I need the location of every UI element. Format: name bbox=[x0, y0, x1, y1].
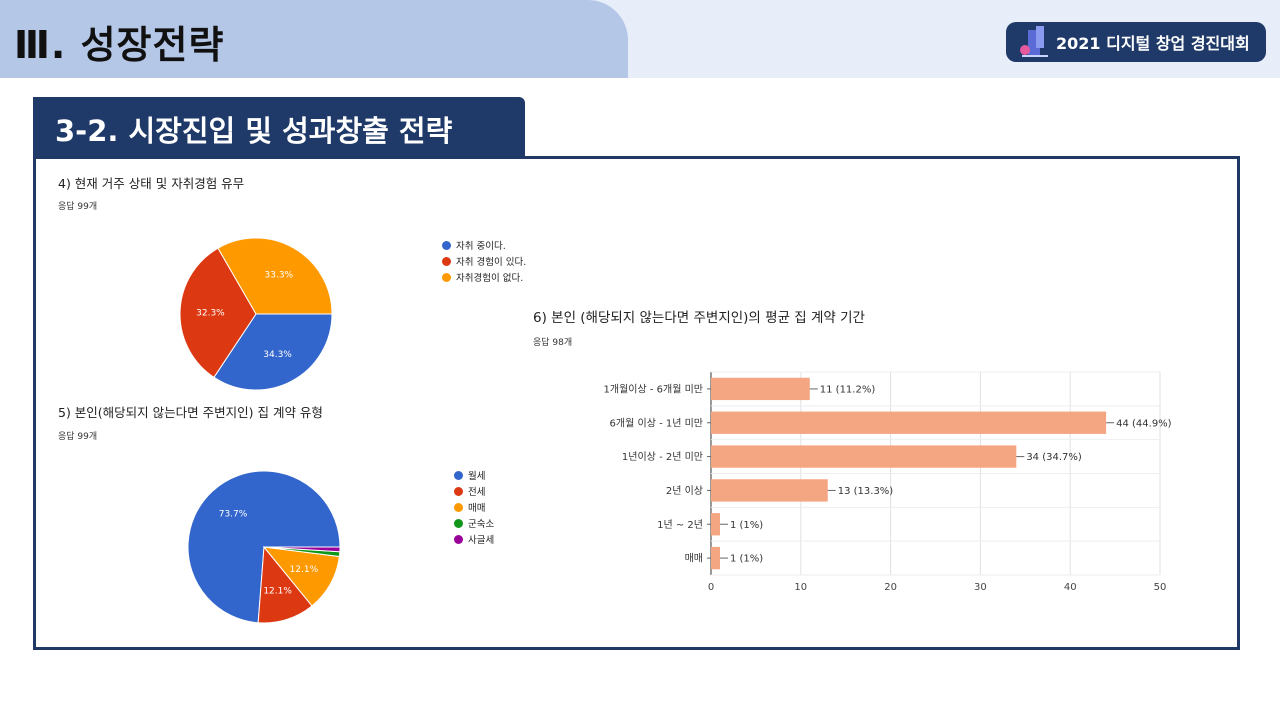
contract-type-legend-swatch-0 bbox=[454, 471, 463, 480]
contract-type-legend-swatch-1 bbox=[454, 487, 463, 496]
bar-category-label-3: 2년 이상 bbox=[666, 485, 703, 497]
bar-value-label-5: 1 (1%) bbox=[730, 554, 763, 565]
contract-type-slice-label-1: 12.1% bbox=[263, 587, 292, 597]
residence-slice-label-2: 33.3% bbox=[265, 271, 294, 281]
contract-type-legend-label-3: 군숙소 bbox=[468, 516, 494, 530]
title-tab: Ⅲ. 성장전략 bbox=[0, 0, 628, 78]
contract-type-legend-item-2: 매매 bbox=[454, 499, 494, 515]
contract-type-legend-item-3: 군숙소 bbox=[454, 515, 494, 531]
residence-legend-item-1: 자취 경험이 있다. bbox=[442, 253, 526, 269]
subtitle: 3-2. 시장진입 및 성과창출 전략 bbox=[55, 108, 452, 150]
q4-responses: 응답 99개 bbox=[58, 199, 97, 212]
bar-2 bbox=[711, 445, 1016, 467]
contract-type-legend-item-4: 사글세 bbox=[454, 531, 494, 547]
bar-value-label-4: 1 (1%) bbox=[730, 520, 763, 531]
bar-category-label-0: 1개월이상 - 6개월 미만 bbox=[604, 383, 703, 395]
badge-text: 2021 디지털 창업 경진대회 bbox=[1056, 30, 1250, 54]
pie-legend-residence: 자취 중이다. 자취 경험이 있다. 자취경험이 없다. bbox=[442, 237, 526, 285]
q4-title: 4) 현재 거주 상태 및 자취경험 유무 bbox=[58, 173, 244, 192]
bar-4 bbox=[711, 513, 720, 535]
contract-type-slice-label-0: 73.7% bbox=[219, 510, 248, 520]
bar-value-label-3: 13 (13.3%) bbox=[838, 486, 894, 497]
bar-xtick-3: 30 bbox=[974, 582, 987, 593]
bar-xtick-4: 40 bbox=[1064, 582, 1077, 593]
bar-value-label-0: 11 (11.2%) bbox=[820, 384, 876, 395]
contest-badge: 2021 디지털 창업 경진대회 bbox=[1006, 22, 1266, 62]
residence-legend-item-2: 자취경험이 없다. bbox=[442, 269, 526, 285]
subtitle-box: 3-2. 시장진입 및 성과창출 전략 bbox=[33, 97, 525, 157]
residence-legend-label-1: 자취 경험이 있다. bbox=[456, 254, 526, 268]
residence-slice-label-0: 34.3% bbox=[263, 350, 292, 360]
contract-type-legend-swatch-4 bbox=[454, 535, 463, 544]
residence-legend-item-0: 자취 중이다. bbox=[442, 237, 526, 253]
residence-legend-swatch-2 bbox=[442, 273, 451, 282]
top-bar: Ⅲ. 성장전략 2021 디지털 창업 경진대회 bbox=[0, 0, 1280, 78]
residence-legend-swatch-0 bbox=[442, 241, 451, 250]
contract-type-legend-swatch-3 bbox=[454, 519, 463, 528]
bar-value-label-2: 34 (34.7%) bbox=[1026, 452, 1082, 463]
bar-3 bbox=[711, 479, 828, 501]
contest-logo-icon bbox=[1016, 22, 1054, 62]
contract-type-legend-label-1: 전세 bbox=[468, 484, 485, 498]
q6-title: 6) 본인 (해당되지 않는다면 주변지인)의 평균 집 계약 기간 bbox=[533, 306, 865, 326]
bar-category-label-4: 1년 ~ 2년 bbox=[657, 519, 703, 531]
bar-xtick-5: 50 bbox=[1154, 582, 1167, 593]
bar-5 bbox=[711, 547, 720, 569]
bar-1 bbox=[711, 412, 1106, 434]
residence-legend-label-0: 자취 중이다. bbox=[456, 238, 506, 252]
contract-type-legend-label-2: 매매 bbox=[468, 500, 485, 514]
pie-chart-contract-type: 73.7% 12.1% 12.1% bbox=[184, 467, 344, 627]
residence-slice-label-1: 32.3% bbox=[196, 309, 225, 319]
q6-responses: 응답 98개 bbox=[533, 335, 572, 348]
contract-type-legend-label-0: 월세 bbox=[468, 468, 485, 482]
residence-legend-swatch-1 bbox=[442, 257, 451, 266]
bar-0 bbox=[711, 378, 810, 400]
contract-type-slice-label-2: 12.1% bbox=[290, 565, 319, 575]
bar-category-label-1: 6개월 이상 - 1년 미만 bbox=[610, 417, 703, 429]
residence-legend-label-2: 자취경험이 없다. bbox=[456, 270, 523, 284]
contract-type-legend-label-4: 사글세 bbox=[468, 532, 494, 546]
q5-responses: 응답 99개 bbox=[58, 429, 97, 442]
pie-chart-residence: 34.3% 32.3% 33.3% bbox=[176, 234, 336, 394]
bar-category-label-5: 매매 bbox=[685, 553, 703, 565]
bar-xtick-0: 0 bbox=[708, 582, 714, 593]
contract-type-legend-swatch-2 bbox=[454, 503, 463, 512]
section-title: Ⅲ. 성장전략 bbox=[14, 14, 224, 69]
bar-chart-contract-period: 0 10 20 30 40 50 1개월이상 - 6개월 미만 11 (11.2%) 6개월 이… bbox=[533, 364, 1213, 594]
contract-type-legend-item-0: 월세 bbox=[454, 467, 494, 483]
q5-title: 5) 본인(해당되지 않는다면 주변지인) 집 계약 유형 bbox=[58, 402, 323, 421]
bar-value-label-1: 44 (44.9%) bbox=[1116, 418, 1172, 429]
contract-type-legend-item-1: 전세 bbox=[454, 483, 494, 499]
bar-category-label-2: 1년이상 - 2년 미만 bbox=[622, 451, 703, 463]
bar-xtick-1: 10 bbox=[794, 582, 807, 593]
bar-xtick-2: 20 bbox=[884, 582, 897, 593]
survey-panel: 4) 현재 거주 상태 및 자취경험 유무 응답 99개 34.3% 32.3% 3… bbox=[33, 156, 1240, 650]
